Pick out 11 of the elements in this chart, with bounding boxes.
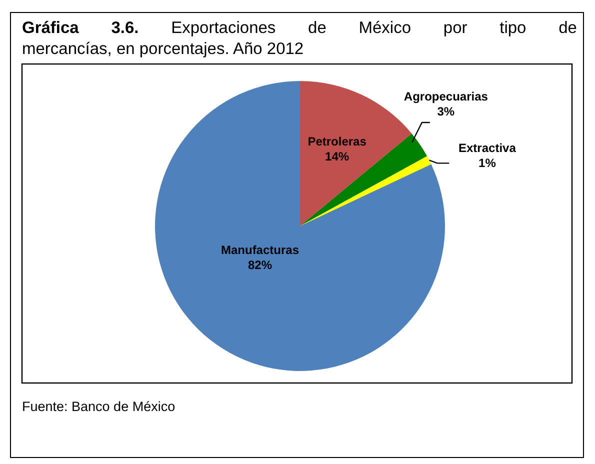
chart-title: Gráfica 3.6. Exportaciones de México por tipo de mercancías, en porcentajes. Año 2012: [22, 19, 577, 58]
slice-label: Agropecuarias: [404, 90, 488, 104]
data-label: 3%: [437, 104, 455, 118]
data-label: 1%: [478, 156, 496, 170]
source-note: Fuente: Banco de México: [22, 399, 176, 414]
slice-label: Extractiva: [458, 141, 516, 156]
data-label: 14%: [325, 149, 350, 164]
slice-label: Manufacturas: [220, 243, 300, 257]
pie-slice: [300, 134, 428, 226]
slice-label: Petroleras: [308, 134, 367, 148]
data-label: 82%: [248, 258, 272, 272]
